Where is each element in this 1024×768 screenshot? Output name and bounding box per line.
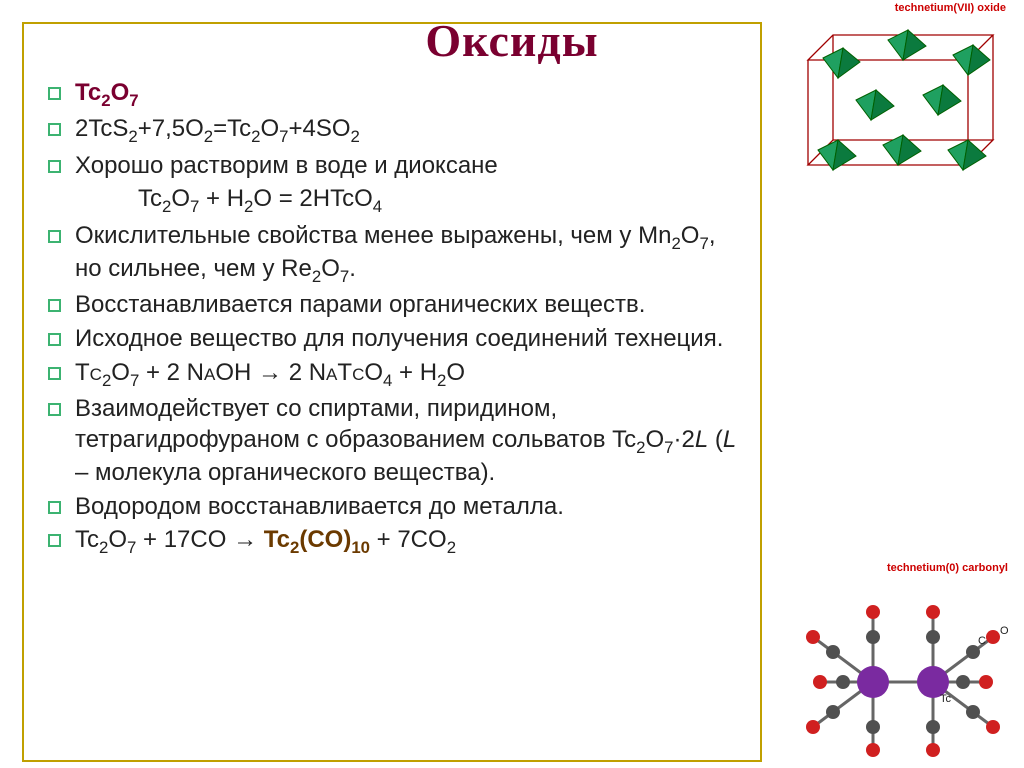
item-text: Взаимодействует со спиртами, пиридином, … [75,394,748,489]
item-text: Окислительные свойства менее выражены, ч… [75,221,748,288]
list-item: Tc2O7 + 2 NaOH → 2 NaTcO4 + H2O [48,358,748,391]
atom-o-label: O [1000,625,1009,637]
eq-prefix: Tc2O7 + 17CO → [75,526,264,553]
list-item: Восстанавливается парами органических ве… [48,290,748,321]
item-text: Tc2O7 + 17CO → Tc2(CO)10 + 7CO2 [75,525,456,558]
atom-c-label: C [978,635,986,647]
carbonyl-label: technetium(0) carbonyl [887,562,1008,574]
item-text: Tc2O7 [75,78,139,111]
crystal-label: technetium(VII) oxide [895,2,1006,14]
bullet-list: Tc2O7 2TcS2+7,5O2=Tc2O7+4SO2 Хорошо раст… [48,78,748,562]
square-bullet-icon [48,534,61,547]
square-bullet-icon [48,160,61,173]
list-item: Tc2O7 [48,78,748,111]
square-bullet-icon [48,299,61,312]
eq-suffix: + 7CO2 [370,526,456,553]
indented-equation: Tc2O7 + H2O = 2HTcO4 [138,184,748,217]
square-bullet-icon [48,367,61,380]
list-item: 2TcS2+7,5O2=Tc2O7+4SO2 [48,114,748,147]
square-bullet-icon [48,87,61,100]
item-text: Tc2O7 + 2 NaOH → 2 NaTcO4 + H2O [75,358,465,391]
square-bullet-icon [48,333,61,346]
square-bullet-icon [48,123,61,136]
list-item: Хорошо растворим в воде и диоксане [48,151,748,182]
crystal-diagram: technetium(VII) oxide [768,0,1018,200]
list-item: Исходное вещество для получения соединен… [48,324,748,355]
list-item: Tc2O7 + 17CO → Tc2(CO)10 + 7CO2 [48,525,748,558]
carbonyl-svg: O C Tc [788,562,1018,762]
atom-tc-label: Tc [940,693,952,705]
item-text: Восстанавливается парами органических ве… [75,290,645,321]
square-bullet-icon [48,501,61,514]
item-text: Хорошо растворим в воде и диоксане [75,151,498,182]
square-bullet-icon [48,230,61,243]
item-text: 2TcS2+7,5O2=Tc2O7+4SO2 [75,114,360,147]
item-text: Водородом восстанавливается до металла. [75,492,564,523]
list-item: Взаимодействует со спиртами, пиридином, … [48,394,748,489]
carbonyl-diagram: technetium(0) carbonyl [788,562,1018,762]
item-text: Исходное вещество для получения соединен… [75,324,723,355]
list-item: Водородом восстанавливается до металла. [48,492,748,523]
eq-highlight: Tc2(CO)10 [264,526,370,553]
list-item: Окислительные свойства менее выражены, ч… [48,221,748,288]
square-bullet-icon [48,403,61,416]
crystal-svg [768,0,1018,200]
